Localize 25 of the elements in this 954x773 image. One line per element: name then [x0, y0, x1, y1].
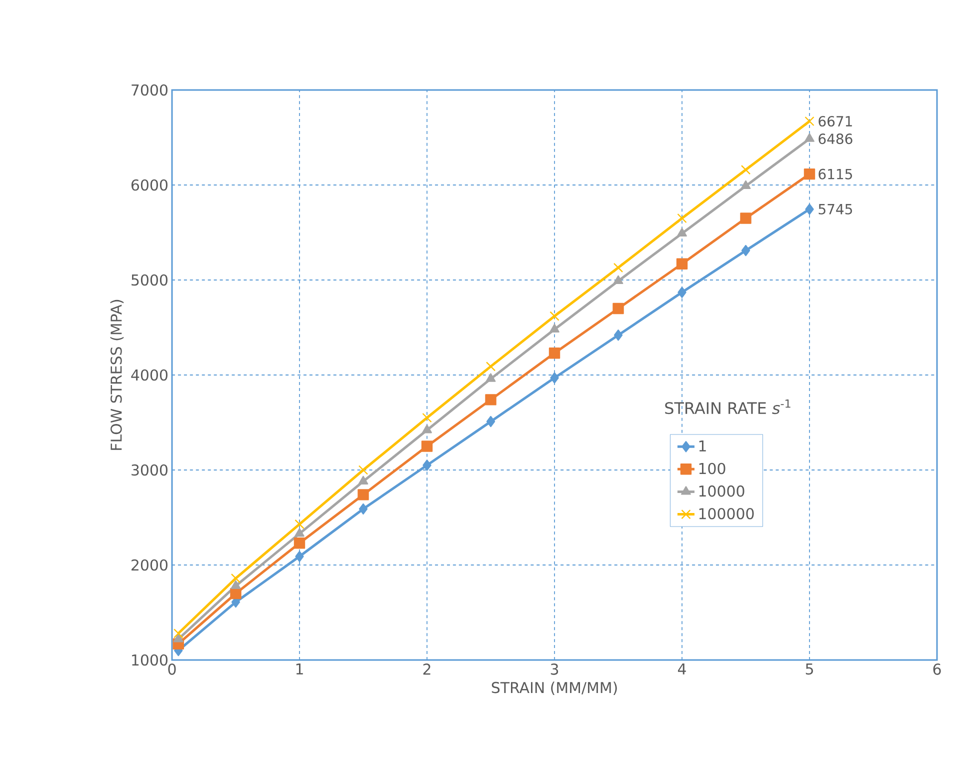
x-axis-title: STRAIN (MM/MM) [492, 682, 617, 695]
x-tick-label: 5 [806, 664, 813, 675]
x-tick-label: 3 [550, 664, 558, 675]
x-tick-label: 6 [933, 664, 941, 675]
legend-title: STRAIN RATE s$^{-1}$ [665, 400, 790, 414]
data-label: 5745 [818, 204, 852, 214]
x-tick-label: 0 [168, 664, 176, 675]
data-label: 6671 [818, 116, 852, 127]
x-tick-label: 2 [423, 664, 430, 675]
y-tick-label: 2000 [132, 559, 168, 571]
y-tick-label: 7000 [132, 84, 168, 96]
y-tick-label: 4000 [131, 369, 168, 381]
y-tick-label: 6000 [131, 179, 168, 191]
x-tick-label: 4 [678, 664, 686, 674]
legend-label: 100 [699, 462, 726, 474]
legend-label: 10000 [699, 485, 744, 497]
y-tick-label: 1000 [132, 654, 168, 666]
data-label: 6486 [818, 134, 852, 144]
data-label: 6115 [818, 168, 852, 180]
x-tick-label: 1 [296, 664, 303, 674]
y-axis-title: FLOW STRESS (MPA) [110, 300, 124, 450]
legend-label: 100000 [699, 508, 754, 520]
y-tick-label: 3000 [132, 464, 168, 476]
y-tick-label: 5000 [132, 274, 168, 286]
legend-label: 1 [699, 440, 706, 452]
